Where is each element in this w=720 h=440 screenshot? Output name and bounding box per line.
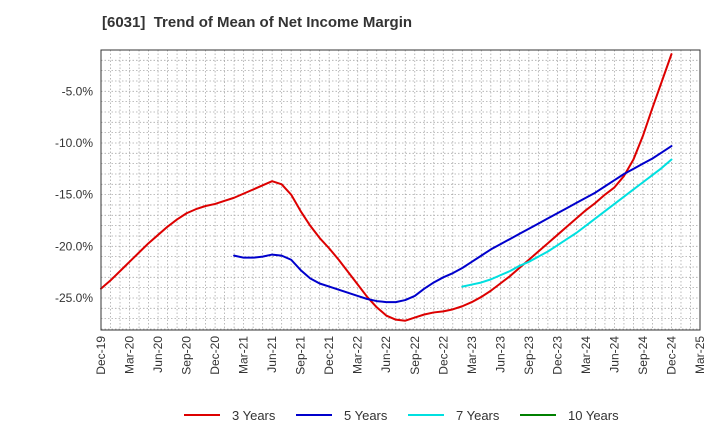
legend-label: 3 Years: [232, 407, 276, 423]
legend-item: 7 Years: [408, 404, 499, 426]
y-tick-label: -5.0%: [62, 84, 94, 98]
x-tick-label: Jun-24: [607, 336, 621, 373]
x-tick-label: Jun-23: [493, 336, 507, 373]
plot-area-border: [100, 49, 701, 331]
x-tick-label: Mar-23: [465, 336, 479, 374]
chart-title: [6031] Trend of Mean of Net Income Margi…: [102, 14, 413, 31]
x-tick-label: Sep-24: [636, 336, 650, 375]
x-tick-label: Mar-24: [579, 336, 593, 374]
y-tick-label: -25.0%: [55, 291, 93, 305]
x-tick-label: Jun-20: [151, 336, 165, 373]
x-tick-label: Dec-23: [550, 336, 564, 375]
legend-label: 7 Years: [456, 407, 500, 423]
x-tick-label: Mar-20: [123, 336, 137, 374]
x-tick-label: Mar-25: [693, 336, 707, 374]
legend-item: 3 Years: [184, 404, 275, 426]
x-tick-label: Mar-21: [237, 336, 251, 374]
legend-swatch: [408, 414, 444, 416]
y-tick-label: -20.0%: [55, 239, 93, 253]
x-axis-tick-labels: Dec-19 Mar-20 Jun-20 Sep-20 Dec-20 Mar-21 Jun-…: [94, 336, 707, 375]
legend-swatch: [296, 414, 332, 416]
x-tick-label: Sep-21: [294, 336, 308, 375]
x-tick-label: Jun-22: [379, 336, 393, 373]
x-tick-label: Dec-20: [208, 336, 222, 375]
legend-label: 10 Years: [568, 407, 619, 423]
x-tick-label: Jun-21: [265, 336, 279, 373]
y-tick-label: -10.0%: [55, 136, 93, 150]
x-tick-label: Mar-22: [351, 336, 365, 374]
x-tick-label: Dec-21: [322, 336, 336, 375]
series-lines: [100, 53, 673, 322]
series-line-7-years: [461, 158, 673, 288]
legend-label: 5 Years: [344, 407, 388, 423]
x-tick-label: Dec-24: [664, 336, 678, 375]
x-tick-label: Sep-20: [180, 336, 194, 375]
series-line-5-years: [233, 145, 673, 304]
legend-item: 10 Years: [520, 404, 619, 426]
y-axis-tick-labels: -5.0% -10.0% -15.0% -20.0% -25.0%: [55, 84, 93, 305]
legend-swatch: [520, 414, 556, 416]
legend-item: 5 Years: [296, 404, 387, 426]
y-tick-label: -15.0%: [55, 188, 93, 202]
x-tick-label: Sep-22: [408, 336, 422, 375]
series-line-3-years: [100, 53, 673, 322]
legend: 3 Years 5 Years 7 Years 10 Years: [0, 404, 720, 426]
x-tick-label: Dec-19: [94, 336, 108, 375]
x-tick-label: Sep-23: [522, 336, 536, 375]
x-tick-label: Dec-22: [436, 336, 450, 375]
legend-swatch: [184, 414, 220, 416]
grid-lines: [101, 49, 700, 330]
